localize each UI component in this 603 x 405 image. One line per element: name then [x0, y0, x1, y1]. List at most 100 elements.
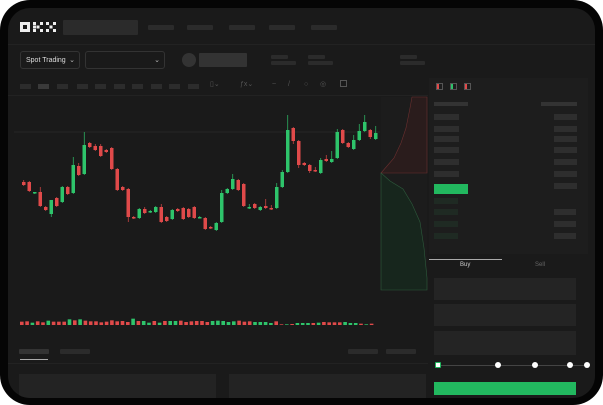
- slider-stop[interactable]: [567, 362, 573, 368]
- ruler-icon[interactable]: /: [288, 81, 290, 88]
- ask-amount: [554, 114, 577, 120]
- candle-body: [242, 184, 246, 206]
- timeframe-button[interactable]: [132, 84, 143, 89]
- orderbook-bids-icon[interactable]: [450, 83, 457, 90]
- ask-amount: [554, 171, 577, 177]
- candle-body: [286, 130, 290, 172]
- candlestick-chart[interactable]: [8, 8, 595, 398]
- volume-bar: [57, 321, 61, 325]
- orderbook-both-icon[interactable]: [436, 83, 443, 90]
- ask-amount: [554, 126, 577, 132]
- settings-icon[interactable]: ◎: [320, 81, 327, 88]
- nav-item[interactable]: [148, 25, 174, 30]
- volume-bar: [110, 320, 114, 325]
- volume-bar: [258, 322, 263, 325]
- volume-bar: [216, 320, 220, 325]
- timeframe-button[interactable]: [151, 84, 162, 89]
- candle-body: [99, 146, 103, 156]
- volume-bar: [221, 321, 225, 325]
- volume-bar: [338, 322, 342, 325]
- candle-body: [187, 209, 191, 217]
- candle-body: [77, 166, 81, 175]
- nav-item[interactable]: [311, 25, 337, 30]
- slider-stop[interactable]: [495, 362, 501, 368]
- candle-body: [264, 206, 268, 208]
- tab-buy[interactable]: Buy: [460, 262, 471, 268]
- timeframe-button-active[interactable]: [38, 84, 49, 89]
- tab-open-orders[interactable]: [19, 349, 49, 354]
- volume-bar: [179, 320, 183, 325]
- candle-body: [335, 132, 339, 158]
- tab-sell[interactable]: Sell: [535, 262, 546, 268]
- total-input[interactable]: [434, 331, 576, 355]
- okx-logo[interactable]: [20, 22, 56, 32]
- candle-body: [88, 143, 92, 147]
- candle-body: [236, 180, 240, 190]
- candle-body: [346, 143, 350, 147]
- coin-avatar: [182, 53, 196, 67]
- candle-body: [170, 210, 174, 219]
- bid-price: [434, 198, 458, 204]
- volume-bar: [311, 323, 316, 325]
- amount-slider-track[interactable]: [438, 365, 588, 366]
- candle-type-icon[interactable]: ▯⌄: [210, 81, 220, 88]
- volume-bar: [242, 321, 247, 325]
- timeframe-button[interactable]: [114, 84, 125, 89]
- volume-bar: [78, 319, 82, 325]
- tab-order-history[interactable]: [60, 349, 90, 354]
- timeframe-button[interactable]: [188, 84, 199, 89]
- candle-body: [82, 145, 86, 174]
- candle-body: [93, 146, 97, 150]
- timeframe-button[interactable]: [57, 84, 68, 89]
- candle-body: [308, 165, 312, 171]
- volume-bar: [210, 321, 215, 325]
- filter-button[interactable]: [348, 349, 378, 354]
- nav-item[interactable]: [229, 25, 255, 30]
- volume-bar: [253, 322, 257, 325]
- mid-price: [434, 184, 468, 194]
- ask-price: [434, 114, 459, 120]
- timeframe-button[interactable]: [95, 84, 106, 89]
- slider-stop[interactable]: [532, 362, 538, 368]
- volume-bar: [88, 321, 93, 325]
- volume-bar: [274, 321, 278, 325]
- candle-body: [209, 227, 213, 229]
- search-bar[interactable]: [63, 20, 138, 35]
- bid-amount: [554, 233, 576, 239]
- orderbook-header-total: [541, 102, 577, 106]
- volume-bar: [94, 321, 98, 325]
- timeframe-button[interactable]: [20, 84, 31, 89]
- pair-dropdown[interactable]: ⌄: [85, 51, 165, 69]
- slider-stop[interactable]: [584, 362, 590, 368]
- volume-bar: [120, 321, 125, 325]
- timeframe-button[interactable]: [77, 84, 88, 89]
- slider-handle[interactable]: [435, 362, 441, 368]
- volume-bar: [343, 322, 347, 325]
- indicator-icon[interactable]: ƒx⌄: [240, 81, 254, 88]
- timeframe-button[interactable]: [169, 84, 180, 89]
- line-tool-icon[interactable]: ~: [272, 81, 277, 88]
- candle-body: [110, 148, 114, 169]
- candle-body: [159, 207, 163, 222]
- volume-bar: [205, 322, 210, 325]
- candle-body: [115, 169, 119, 190]
- nav-item[interactable]: [269, 25, 295, 30]
- buy-button[interactable]: [434, 382, 576, 395]
- price-input[interactable]: [434, 278, 576, 300]
- filter-button[interactable]: [386, 349, 416, 354]
- header-divider: [8, 44, 595, 45]
- volume-bar: [316, 322, 321, 325]
- volume-bar: [364, 324, 369, 325]
- orderbook-asks-icon[interactable]: [464, 83, 471, 90]
- fullscreen-icon[interactable]: [340, 80, 347, 87]
- candle-body: [269, 208, 273, 210]
- volume-bar: [104, 321, 109, 325]
- volume-bar: [51, 321, 56, 325]
- volume-bar: [300, 323, 305, 325]
- stat-value: [308, 61, 333, 65]
- market-dropdown[interactable]: Spot Trading ⌄: [20, 51, 80, 69]
- nav-item[interactable]: [187, 25, 213, 30]
- volume-bar: [152, 321, 157, 325]
- amount-input[interactable]: [434, 304, 576, 326]
- camera-icon[interactable]: ○: [304, 81, 309, 88]
